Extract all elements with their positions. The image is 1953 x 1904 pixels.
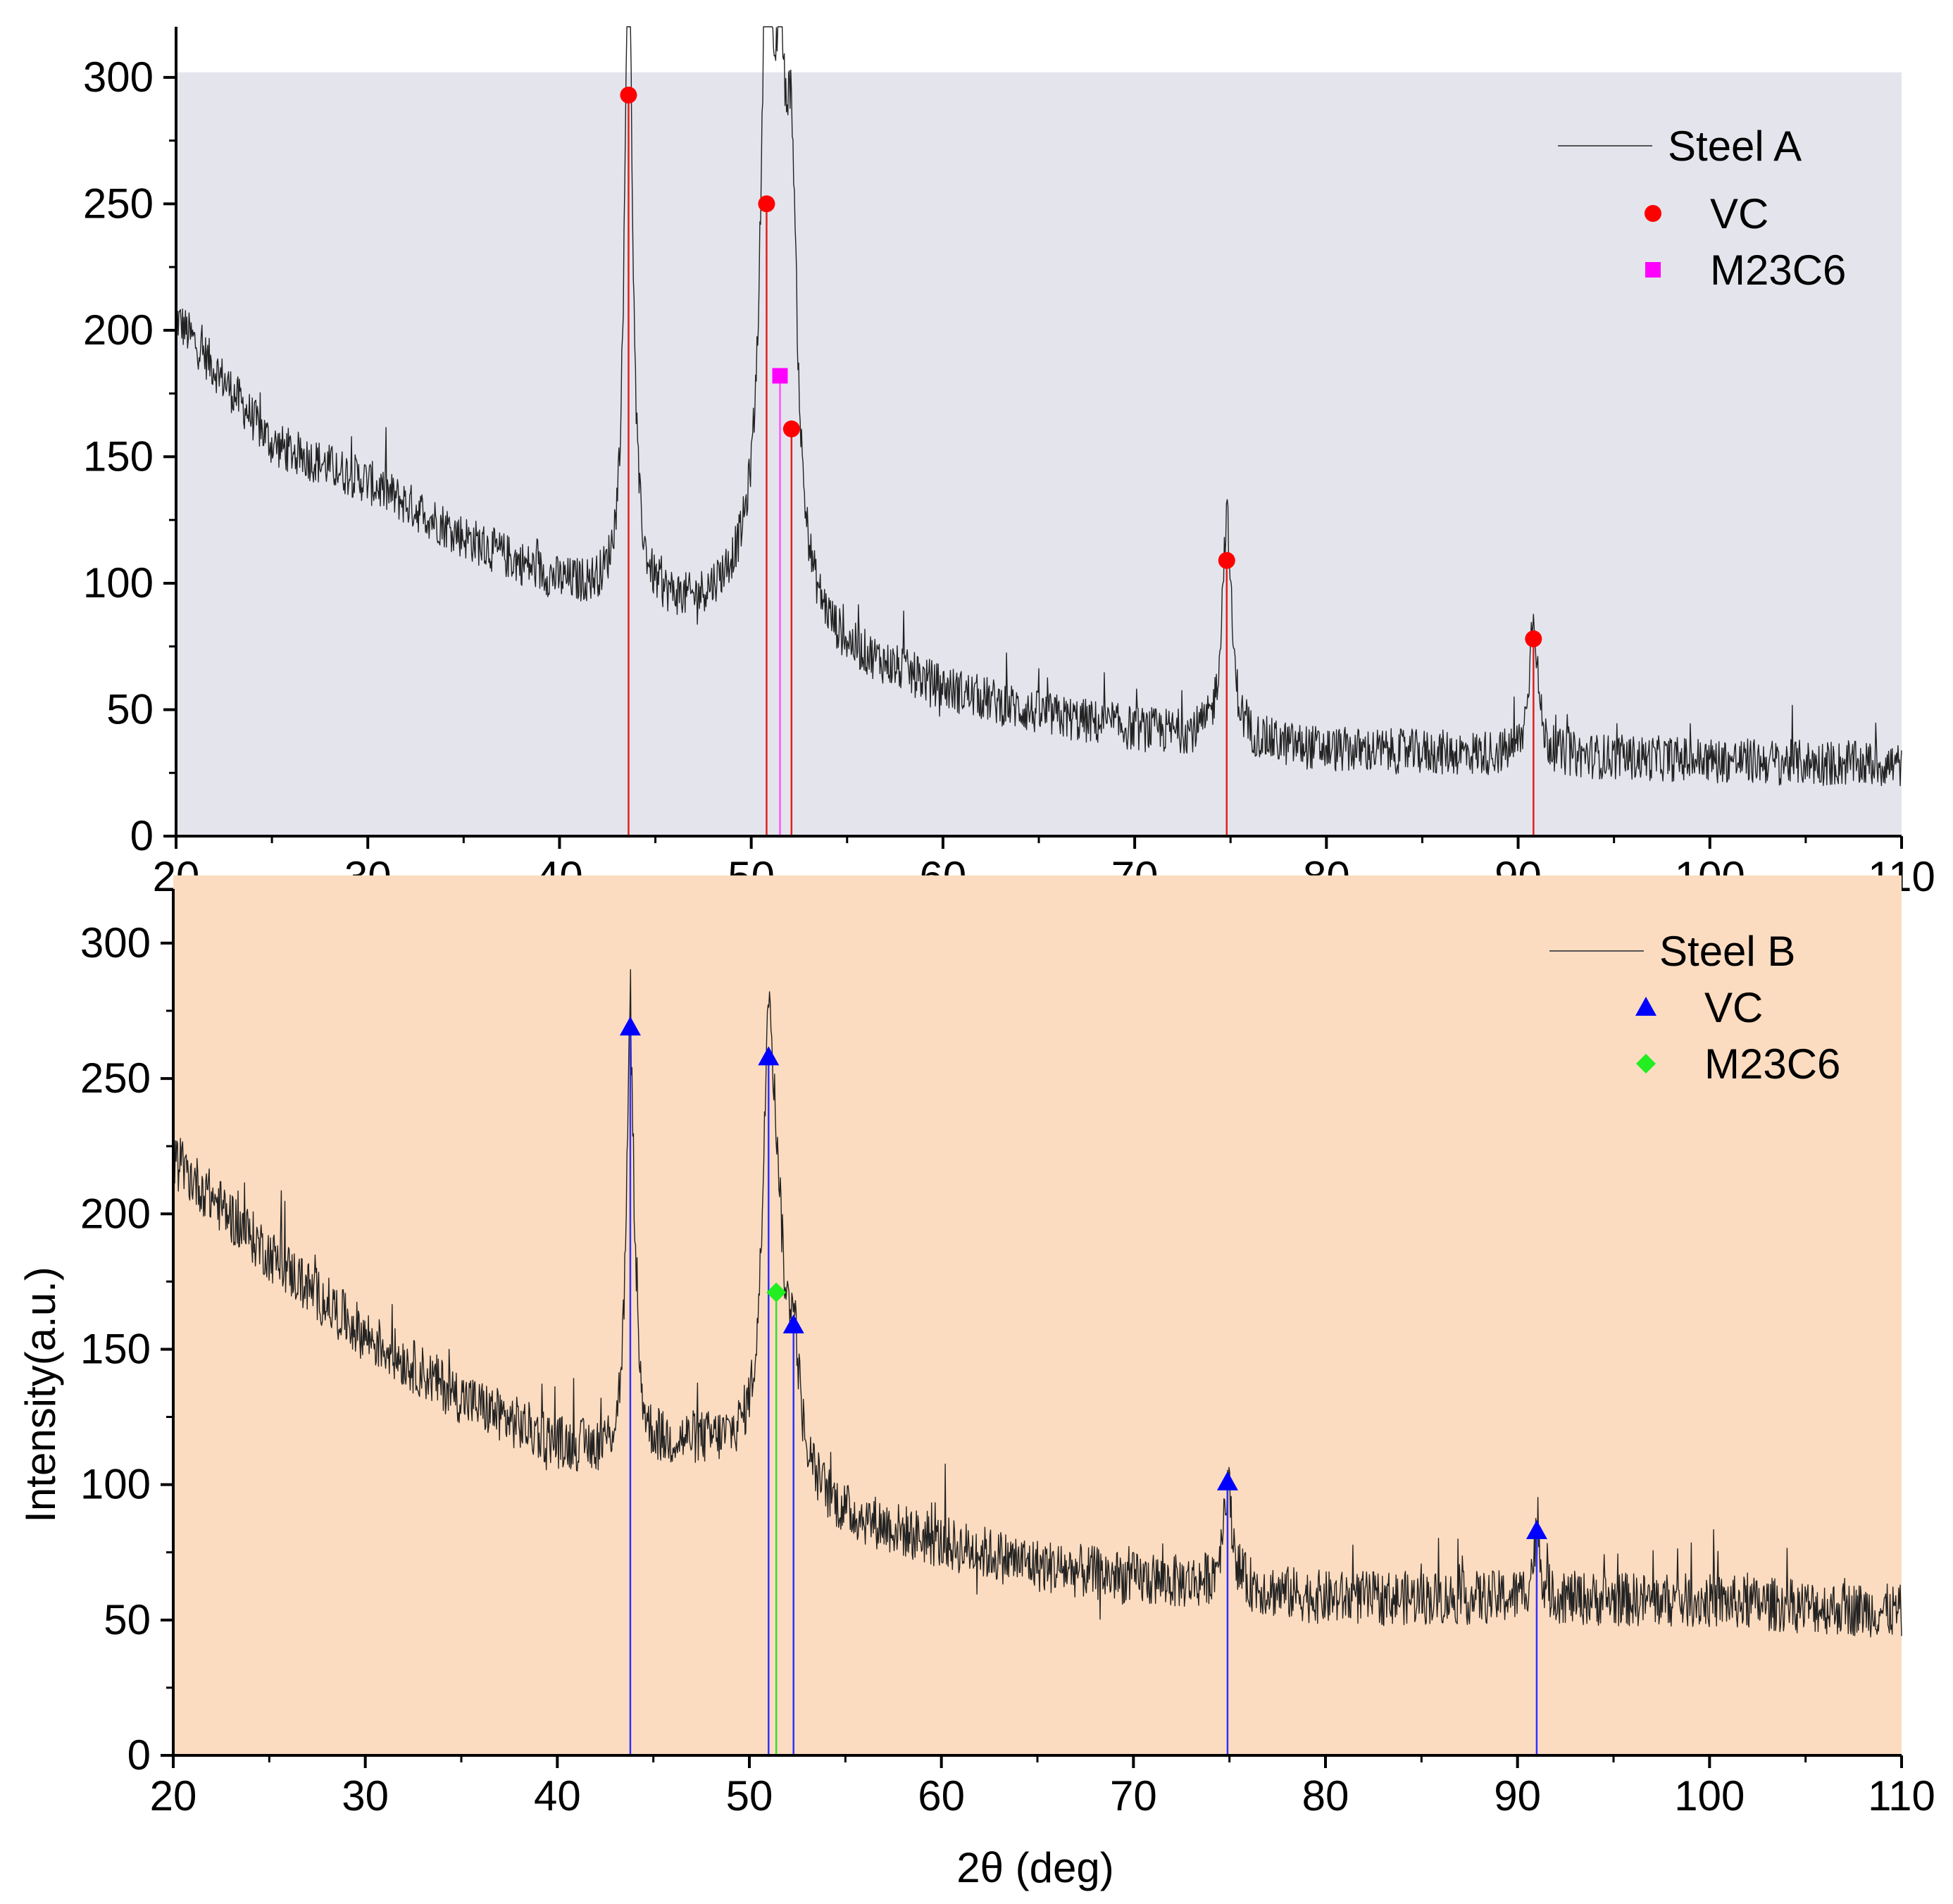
y-tick-label: 200: [80, 1190, 151, 1237]
marker-vc-0: [620, 86, 637, 104]
marker-vc-0: [619, 1016, 641, 1036]
marker-vc-4: [1525, 630, 1542, 647]
y-tick-label: 250: [83, 180, 154, 227]
x-tick-label: 40: [534, 1772, 581, 1819]
marker-vc-4: [1525, 1519, 1547, 1539]
legend-label-curve: Steel B: [1659, 928, 1795, 975]
x-axis-title: 2θ (deg): [956, 1844, 1113, 1891]
plot-background: [176, 72, 1902, 837]
intensity-curve: [173, 969, 1902, 1638]
x-tick-label: 70: [1110, 1772, 1157, 1819]
x-tick-label: 50: [726, 1772, 773, 1819]
marker-m23c6-0: [766, 1282, 787, 1302]
y-tick-label: 300: [80, 919, 151, 966]
marker-m23c6-0: [772, 368, 788, 384]
legend-marker-m23c6: [1645, 262, 1661, 278]
x-tick-label: 30: [342, 1772, 389, 1819]
marker-vc-2: [782, 420, 800, 437]
marker-vc-2: [782, 1314, 804, 1333]
intensity-curve: [175, 26, 1902, 787]
legend-marker-shape: [1635, 997, 1656, 1016]
legend: Steel A VC M23C6: [1558, 123, 1846, 294]
legend-marker-vc: [1645, 205, 1661, 222]
y-tick-label: 250: [80, 1054, 151, 1102]
legend-marker-shape: [1645, 205, 1661, 222]
y-tick-label: 200: [83, 306, 154, 354]
y-tick-label: 100: [80, 1461, 151, 1508]
y-axis-title: Intensity(a.u.): [17, 1267, 64, 1523]
top-panel: 2030405060708090100110050100150200250300…: [83, 26, 1935, 900]
intensity-curve-group: [175, 26, 1902, 787]
marker-vc-3: [1218, 552, 1235, 569]
x-tick-label: 80: [1302, 1772, 1349, 1819]
legend-marker-m23c6: [1636, 1054, 1656, 1074]
y-tick-label: 0: [127, 1731, 151, 1779]
legend-label-m23c6: M23C6: [1704, 1040, 1840, 1088]
x-tick-label: 110: [1868, 1772, 1935, 1819]
x-tick-label: 20: [150, 1772, 197, 1819]
bottom-panel: 20 30 40 50 60 70 80 90 100 110 0 50 100 150 200 250 300…: [17, 875, 1935, 1891]
legend-label-curve: Steel A: [1668, 123, 1802, 170]
y-tick-label: 300: [83, 54, 154, 101]
y-tick-label: 50: [104, 1596, 151, 1643]
y-tick-label: 100: [83, 559, 154, 606]
reference-sticks-group: [620, 86, 1542, 836]
legend-label-vc: VC: [1710, 190, 1768, 237]
y-tick-label: 150: [80, 1325, 151, 1372]
y-tick-label: 50: [106, 685, 154, 733]
legend: Steel B VC M23C6: [1549, 928, 1840, 1088]
x-tick-label: 90: [1494, 1772, 1541, 1819]
y-tick-label: 150: [83, 433, 154, 480]
legend-marker-shape: [1636, 1054, 1656, 1074]
legend-marker-vc: [1635, 997, 1656, 1016]
axes-group: 20 30 40 50 60 70 80 90 100 110 0 50 100 150 200 250 300: [80, 889, 1935, 1819]
marker-vc-1: [758, 195, 775, 213]
y-tick-label: 0: [130, 812, 154, 859]
legend-label-m23c6: M23C6: [1710, 247, 1846, 294]
marker-vc-3: [1216, 1471, 1238, 1491]
marker-vc-1: [758, 1046, 780, 1066]
intensity-curve-group: [173, 969, 1902, 1638]
x-tick-label: 100: [1674, 1772, 1745, 1819]
legend-marker-shape: [1645, 262, 1661, 278]
x-tick-label: 60: [918, 1772, 965, 1819]
legend-label-vc: VC: [1704, 984, 1763, 1031]
reference-sticks-group: [619, 1016, 1547, 1755]
